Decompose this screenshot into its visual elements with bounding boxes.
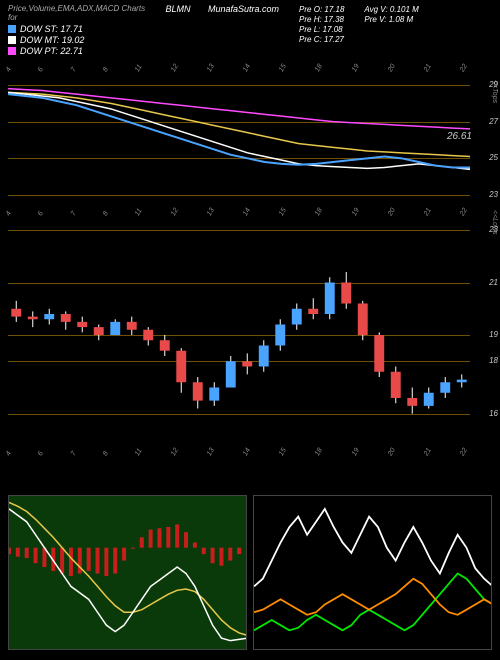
legend-item: DOW PT: 22.71	[8, 46, 148, 56]
macd-panel: MACD: (12,26,9) 17.25, 17.96, -0.71	[8, 495, 247, 650]
ticker-block: BLMN	[148, 4, 208, 57]
volume-info: Avg V: 0.101 MPre V: 1.08 M	[364, 4, 418, 57]
chart-title: Price,Volume,EMA,ADX,MACD Charts for	[8, 4, 148, 22]
legend: DOW ST: 17.71DOW MT: 19.02DOW PT: 22.71	[8, 24, 148, 56]
header: Price,Volume,EMA,ADX,MACD Charts for DOW…	[0, 0, 500, 61]
site-name: MunafaSutra.com	[208, 4, 279, 57]
header-info: Pre O: 17.18Pre H: 17.38Pre L: 17.08Pre …	[299, 4, 492, 57]
indicator-row: MACD: (12,26,9) 17.25, 17.96, -0.71 ADX …	[8, 495, 492, 650]
adx-panel: ADX (14 day) 12, +27, -34	[253, 495, 492, 650]
header-left: Price,Volume,EMA,ADX,MACD Charts for DOW…	[8, 4, 148, 57]
date-axis-top: 467811121314151819202122	[8, 68, 470, 75]
ticker: BLMN	[148, 4, 208, 14]
ohlc-info: Pre O: 17.18Pre H: 17.38Pre L: 17.08Pre …	[299, 4, 344, 57]
date-axis-mid: 467811121314151819202122	[8, 212, 470, 219]
date-axis-bot: 467811121314151819202122	[8, 452, 470, 459]
legend-item: DOW MT: 19.02	[8, 35, 148, 45]
legend-item: DOW ST: 17.71	[8, 24, 148, 34]
